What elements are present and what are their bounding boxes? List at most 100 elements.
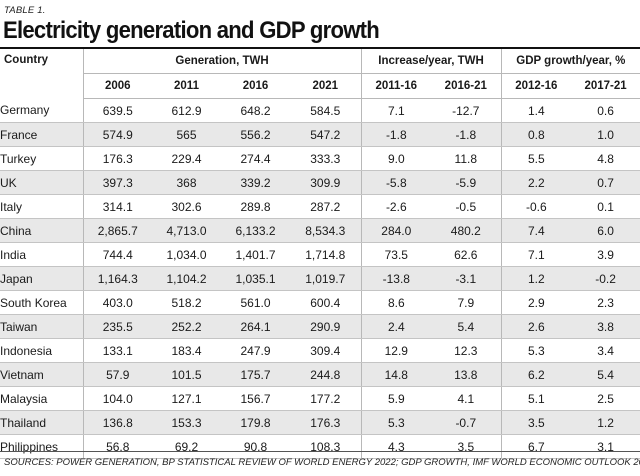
cell-value: 1,019.7	[290, 266, 362, 291]
cell-value: 101.5	[152, 362, 221, 387]
cell-value: 176.3	[290, 410, 362, 435]
cell-value: 5.9	[360, 386, 432, 411]
cell-value: 574.9	[82, 122, 152, 147]
column-header-country: Country	[4, 54, 49, 66]
cell-value: 1,401.7	[221, 242, 290, 267]
cell-value: 612.9	[152, 98, 221, 123]
table-row: Germany 639.5 612.9 648.2 584.5 7.1 -12.7 1.4 0.…	[0, 98, 640, 123]
table-row: Taiwan 235.5 252.2 264.1 290.9 2.4 5.4 2.6 3.8	[0, 314, 640, 339]
table-row: Vietnam 57.9 101.5 175.7 244.8 14.8 13.8 6.2 5.4	[0, 362, 640, 387]
cell-value: 229.4	[152, 146, 221, 171]
cell-value: 289.8	[221, 194, 290, 219]
table-row: China 2,865.7 4,713.0 6,133.2 8,534.3 284.0 48…	[0, 218, 640, 243]
cell-value: 90.8	[221, 434, 290, 459]
cell-value: 339.2	[221, 170, 290, 195]
cell-value: 639.5	[82, 98, 152, 123]
table-row: Indonesia 133.1 183.4 247.9 309.4 12.9 12.3 5.3…	[0, 338, 640, 363]
cell-value: 0.7	[571, 170, 640, 195]
cell-country: Philippines	[0, 434, 83, 459]
cell-value: 5.4	[431, 314, 502, 339]
cell-value: 183.4	[152, 338, 221, 363]
table-row: France 574.9 565 556.2 547.2 -1.8 -1.8 0.8 1.0	[0, 122, 640, 147]
cell-value: 744.4	[82, 242, 152, 267]
cell-value: 1,104.2	[152, 266, 221, 291]
cell-value: 584.5	[290, 98, 362, 123]
cell-value: 302.6	[152, 194, 221, 219]
cell-value: 7.9	[431, 290, 502, 315]
cell-value: 12.9	[360, 338, 432, 363]
cell-value: 1.2	[571, 410, 640, 435]
cell-country: Turkey	[0, 146, 83, 171]
cell-country: UK	[0, 170, 83, 195]
cell-value: 104.0	[82, 386, 152, 411]
column-header-2021: 2021	[290, 73, 362, 99]
cell-value: 274.4	[221, 146, 290, 171]
cell-value: 4.3	[360, 434, 432, 459]
cell-value: 480.2	[431, 218, 502, 243]
cell-value: 290.9	[290, 314, 362, 339]
cell-country: South Korea	[0, 290, 83, 315]
cell-value: -0.7	[431, 410, 502, 435]
cell-value: 73.5	[360, 242, 432, 267]
cell-value: 600.4	[290, 290, 362, 315]
header-row-columns: 2006 2011 2016 2021 2011-16 2016-21 2012…	[0, 73, 640, 99]
cell-value: -0.2	[571, 266, 640, 291]
table-row: India 744.4 1,034.0 1,401.7 1,714.8 73.5 62.6 7…	[0, 242, 640, 267]
cell-value: 547.2	[290, 122, 362, 147]
cell-value: 284.0	[360, 218, 432, 243]
cell-value: 175.7	[221, 362, 290, 387]
table-row: Malaysia 104.0 127.1 156.7 177.2 5.9 4.1 5.1 2.5	[0, 386, 640, 411]
cell-value: 136.8	[82, 410, 152, 435]
cell-value: 2.9	[500, 290, 572, 315]
cell-value: 287.2	[290, 194, 362, 219]
cell-value: 2.4	[360, 314, 432, 339]
cell-value: 11.8	[431, 146, 502, 171]
cell-value: 12.3	[431, 338, 502, 363]
table-body: Germany 639.5 612.9 648.2 584.5 7.1 -12.7 1.4 0.…	[0, 98, 640, 459]
column-header-2011-16: 2011-16	[360, 73, 432, 99]
cell-country: Vietnam	[0, 362, 83, 387]
cell-country: Thailand	[0, 410, 83, 435]
data-table: Country Generation, TWH Increase/year, T…	[0, 49, 640, 459]
table-row: Japan 1,164.3 1,104.2 1,035.1 1,019.7 -13.8 -3…	[0, 266, 640, 291]
cell-value: 153.3	[152, 410, 221, 435]
cell-value: 179.8	[221, 410, 290, 435]
column-header-2016: 2016	[221, 73, 290, 99]
cell-value: 556.2	[221, 122, 290, 147]
cell-value: 14.8	[360, 362, 432, 387]
cell-value: 264.1	[221, 314, 290, 339]
cell-value: -12.7	[431, 98, 502, 123]
cell-value: 252.2	[152, 314, 221, 339]
cell-value: 176.3	[82, 146, 152, 171]
cell-value: -0.5	[431, 194, 502, 219]
cell-country: Japan	[0, 266, 83, 291]
cell-value: 6,133.2	[221, 218, 290, 243]
cell-value: 397.3	[82, 170, 152, 195]
cell-value: 2.2	[500, 170, 572, 195]
top-rule	[0, 47, 640, 49]
cell-value: -3.1	[431, 266, 502, 291]
cell-value: 4,713.0	[152, 218, 221, 243]
cell-value: 5.3	[500, 338, 572, 363]
cell-value: 518.2	[152, 290, 221, 315]
cell-value: 1,714.8	[290, 242, 362, 267]
cell-value: 3.4	[571, 338, 640, 363]
cell-value: 6.7	[500, 434, 572, 459]
cell-value: 235.5	[82, 314, 152, 339]
cell-value: -5.8	[360, 170, 432, 195]
column-group-increase: Increase/year, TWH	[360, 49, 502, 74]
cell-country: Malaysia	[0, 386, 83, 411]
cell-value: -13.8	[360, 266, 432, 291]
cell-value: 1.4	[500, 98, 572, 123]
table-row: Philippines 56.8 69.2 90.8 108.3 4.3 3.5 6.7 3.1	[0, 434, 640, 459]
cell-value: 244.8	[290, 362, 362, 387]
cell-value: 62.6	[431, 242, 502, 267]
table-label: TABLE 1.	[4, 5, 46, 16]
cell-value: -1.8	[360, 122, 432, 147]
cell-value: 133.1	[82, 338, 152, 363]
cell-value: 403.0	[82, 290, 152, 315]
cell-value: 0.6	[571, 98, 640, 123]
cell-value: 13.8	[431, 362, 502, 387]
column-header-2017-21: 2017-21	[571, 73, 640, 99]
cell-country: India	[0, 242, 83, 267]
